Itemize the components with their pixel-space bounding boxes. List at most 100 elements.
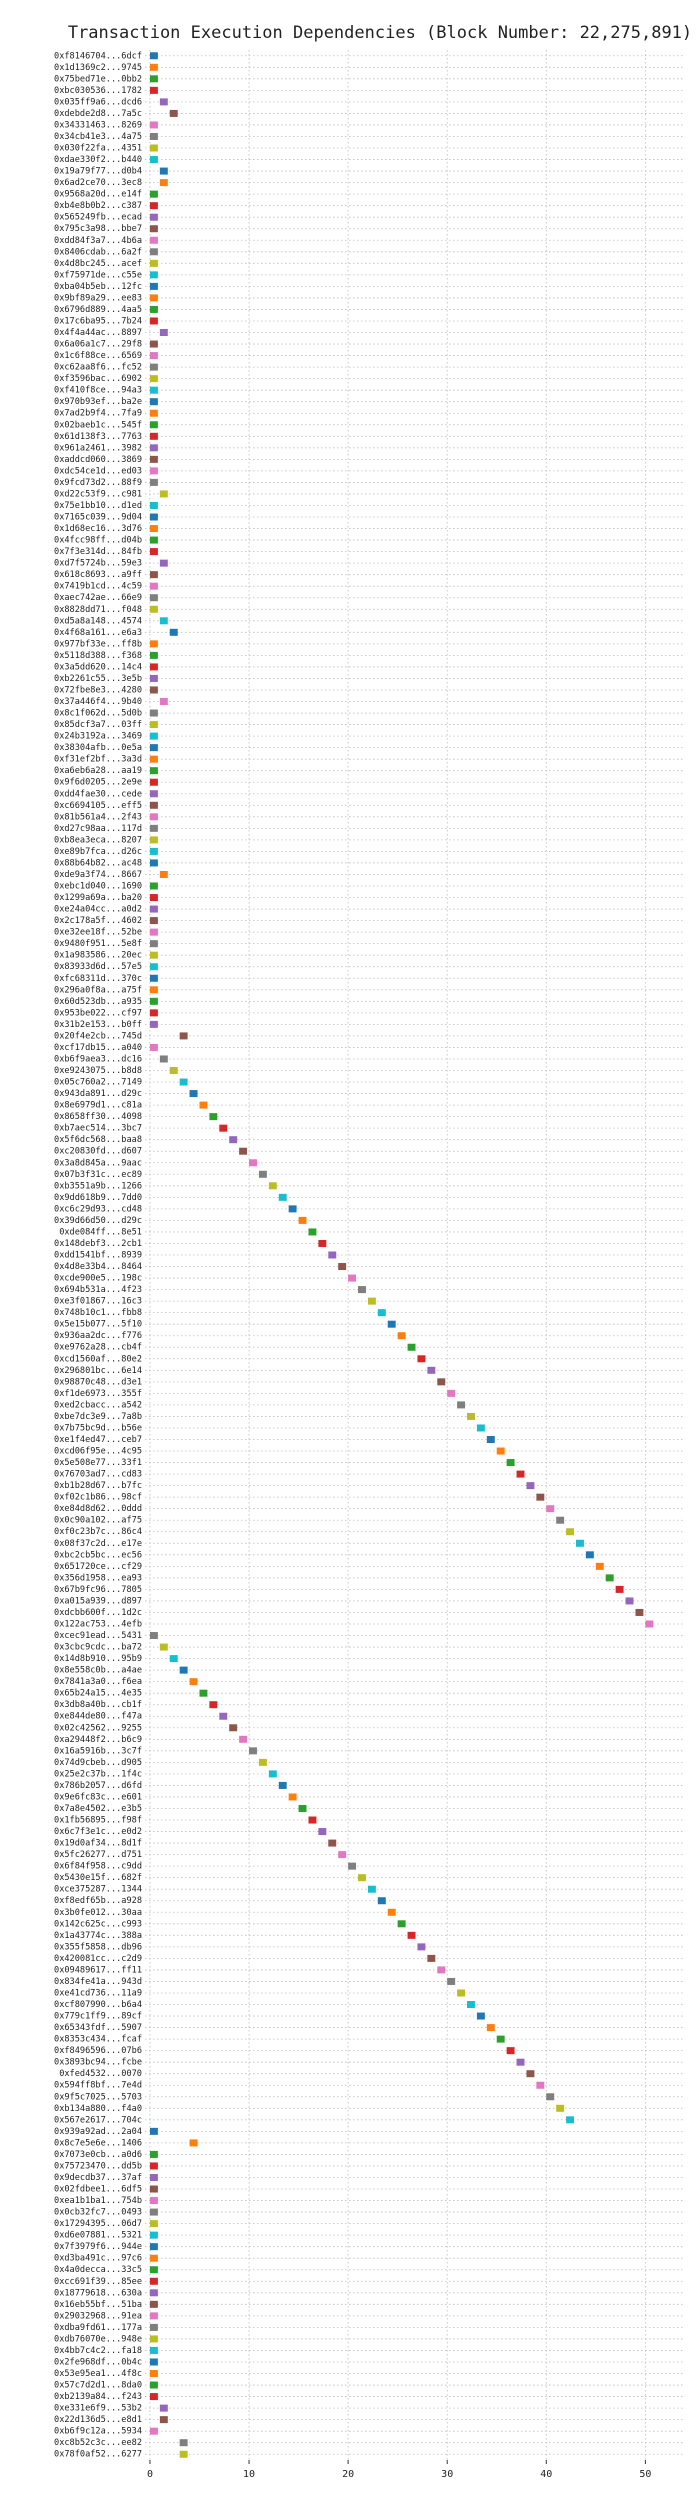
y-tick-label: 0x39d66d50...d29c xyxy=(54,1216,142,1226)
y-tick-label: 0x7165c039...9d04 xyxy=(54,513,142,523)
y-tick-label: 0x34cb41e3...4a75 xyxy=(54,132,142,142)
y-tick-label: 0x3a8d845a...9aac xyxy=(54,1158,142,1168)
bar xyxy=(467,1412,475,1420)
y-tick-label: 0x122ac753...4efb xyxy=(54,1619,142,1629)
y-tick-label: 0xe331e6f9...53b2 xyxy=(54,2404,142,2414)
bar xyxy=(367,1885,376,1893)
bar xyxy=(149,363,158,371)
bar xyxy=(149,536,158,544)
y-tick-label: 0x977bf33e...ff8b xyxy=(54,639,142,649)
y-tick-label: 0x035ff9a6...dcd6 xyxy=(54,97,142,107)
bar xyxy=(149,2289,158,2297)
bar xyxy=(258,1758,267,1766)
y-tick-label: 0x14d8b910...95b9 xyxy=(54,1654,142,1664)
bar xyxy=(496,1447,505,1455)
bar xyxy=(358,1286,366,1294)
bar xyxy=(149,132,158,140)
y-tick-label: 0xe9243075...b8d8 xyxy=(54,1066,142,1076)
y-tick-label: 0xb7aec514...3bc7 xyxy=(54,1124,142,1134)
y-tick-label: 0x030f22fa...4351 xyxy=(54,144,142,154)
y-tick-label: 0x1d68ec16...3d76 xyxy=(54,524,142,534)
bar xyxy=(457,1989,466,1997)
y-tick-label: 0x17294395...06d7 xyxy=(54,2219,142,2229)
y-tick-label: 0xf8edf65b...a928 xyxy=(54,1896,142,1906)
bar xyxy=(318,1239,327,1247)
bar xyxy=(149,271,158,279)
y-tick-label: 0xd6e07881...5321 xyxy=(54,2231,142,2241)
bar xyxy=(298,1804,307,1812)
bar xyxy=(149,2150,158,2158)
y-tick-label: 0x9f6d0205...2e9e xyxy=(54,778,142,788)
y-tick-label: 0xe89b7fca...d26c xyxy=(54,847,142,857)
bar xyxy=(556,1516,565,1524)
bar xyxy=(149,778,158,786)
bar xyxy=(169,1067,178,1075)
y-tick-label: 0xf75971de...c55e xyxy=(54,270,142,280)
y-tick-label: 0xea1b1ba1...754b xyxy=(54,2196,142,2206)
y-tick-label: 0xd7f5724b...59e3 xyxy=(54,559,142,569)
bar xyxy=(536,2081,545,2089)
y-tick-label: 0x694b531a...4f23 xyxy=(54,1285,142,1295)
bar xyxy=(159,559,168,567)
bar xyxy=(149,917,158,925)
y-tick-label: 0xdc54ce1d...ed03 xyxy=(54,466,142,476)
bar xyxy=(149,2427,158,2435)
y-tick-label: 0x565249fb...ecad xyxy=(54,213,142,223)
bar xyxy=(149,2381,158,2389)
bar xyxy=(149,501,158,509)
bar xyxy=(209,1113,218,1121)
y-tick-label: 0x7841a3a0...f6ea xyxy=(54,1677,142,1687)
bar xyxy=(149,305,158,313)
bar xyxy=(496,2035,505,2043)
bar xyxy=(427,1366,436,1374)
bar xyxy=(149,974,158,982)
bar xyxy=(467,2001,475,2009)
bar xyxy=(149,2127,158,2135)
y-tick-label: 0xb8ea3eca...8207 xyxy=(54,835,142,845)
y-tick-label: 0x8c7e5e6e...1406 xyxy=(54,2138,142,2148)
bar xyxy=(407,1343,416,1351)
bar xyxy=(249,1159,257,1167)
bar xyxy=(635,1608,644,1616)
y-tick-label: 0x5430e15f...682f xyxy=(54,1873,142,1883)
y-tick-label: 0x67b9fc96...7805 xyxy=(54,1585,142,1595)
bar xyxy=(328,1251,337,1259)
y-tick-label: 0x795c3a98...bbe7 xyxy=(54,224,142,234)
bar xyxy=(169,109,178,117)
y-tick-label: 0x9e6fc83c...e601 xyxy=(54,1792,142,1802)
y-tick-label: 0x61d138f3...7763 xyxy=(54,432,142,442)
y-tick-label: 0xe844de80...f47a xyxy=(54,1712,142,1722)
y-tick-label: 0xdd84f3a7...4b6a xyxy=(54,236,142,246)
y-tick-label: 0x16a5916b...3c7f xyxy=(54,1746,142,1756)
y-tick-label: 0x7073e0cb...a0d6 xyxy=(54,2150,142,2160)
bar xyxy=(179,1666,188,1674)
bar xyxy=(159,617,168,625)
bar xyxy=(348,1862,357,1870)
bar xyxy=(417,1355,426,1363)
bar xyxy=(397,1332,406,1340)
y-tick-label: 0xe3f01867...16c3 xyxy=(54,1297,142,1307)
bar xyxy=(149,1009,158,1017)
bar xyxy=(149,2220,158,2228)
y-tick-label: 0x834fe41a...943d xyxy=(54,1977,142,1987)
y-tick-label: 0x72fbe8e3...4280 xyxy=(54,685,142,695)
bar xyxy=(219,1124,228,1132)
y-tick-label: 0x961a2461...3982 xyxy=(54,443,142,453)
y-tick-label: 0x4fcc98ff...d04b xyxy=(54,536,142,546)
y-tick-label: 0x953be022...cf97 xyxy=(54,1008,142,1018)
y-tick-label: 0x1a983586...20ec xyxy=(54,951,142,961)
y-tick-label: 0x1299a69a...ba20 xyxy=(54,893,142,903)
y-tick-label: 0x8828dd71...f048 xyxy=(54,605,142,615)
y-tick-label: 0x25e2c37b...1f4c xyxy=(54,1769,142,1779)
bar xyxy=(149,709,158,717)
y-tick-label: 0xcc691f39...85ee xyxy=(54,2277,142,2287)
y-tick-label: 0x65b24a15...4e35 xyxy=(54,1689,142,1699)
bar xyxy=(149,813,158,821)
bar xyxy=(149,594,158,602)
bar xyxy=(219,1712,228,1720)
y-tick-label: 0xf0c23b7c...86c4 xyxy=(54,1527,142,1537)
y-tick-label: 0x38304afb...0e5a xyxy=(54,743,142,753)
y-tick-label: 0x9decdb37...37af xyxy=(54,2173,142,2183)
bar xyxy=(149,744,158,752)
